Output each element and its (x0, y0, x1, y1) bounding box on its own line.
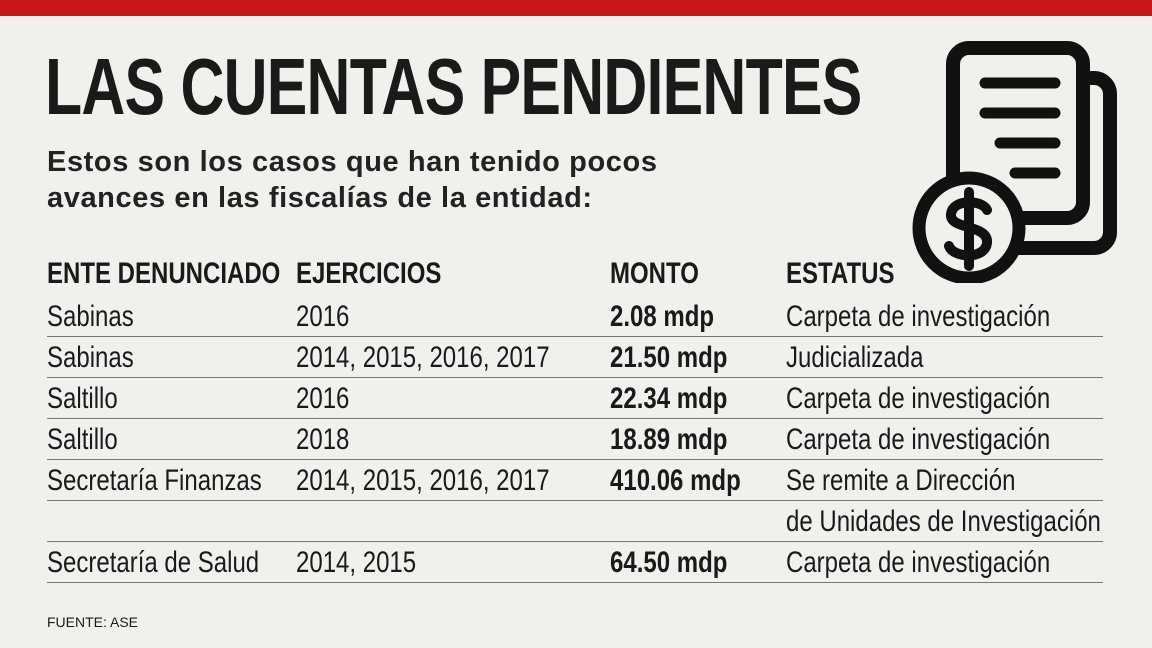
cell: Sabinas (47, 338, 155, 378)
cell-text: Sabinas (47, 300, 134, 333)
amount-cell: 64.50 mdp (610, 543, 757, 583)
subtitle-line: Estos son los casos que han tenido pocos (47, 146, 658, 178)
row-rule (47, 377, 1103, 378)
subtitle-line: avances en las fiscalías de la entidad: (47, 182, 593, 214)
cell-text: Secretaría Finanzas (47, 464, 262, 497)
cell-text: 2016 (296, 300, 350, 333)
cell: Secretaría Finanzas (47, 461, 315, 501)
status-cell: Carpeta de investigación (786, 420, 1116, 460)
status-cell: Judicializada (786, 338, 958, 378)
amount-cell-text: 2.08 mdp (610, 300, 715, 333)
amount-cell: 22.34 mdp (610, 379, 757, 419)
row-rule (47, 459, 1103, 460)
column-header-text: ENTE DENUNCIADO (47, 257, 281, 290)
cell: 2018 (296, 420, 363, 460)
status-cell: Se remite a Dirección (786, 461, 1073, 501)
status-cell-text: Judicializada (786, 341, 924, 374)
cell: 2014, 2015, 2016, 2017 (296, 338, 613, 378)
amount-cell: 21.50 mdp (610, 338, 757, 378)
row-rule (47, 582, 1103, 583)
column-header-text: ESTATUS (786, 257, 895, 290)
column-header: MONTO (610, 254, 721, 294)
cell: 2014, 2015, 2016, 2017 (296, 461, 613, 501)
cell-text: 2014, 2015, 2016, 2017 (296, 464, 550, 497)
cell-text: Saltillo (47, 382, 118, 415)
amount-cell: 410.06 mdp (610, 461, 773, 501)
status-cell: Carpeta de investigación (786, 543, 1116, 583)
cell: Sabinas (47, 297, 155, 337)
status-cell-text: Se remite a Dirección (786, 464, 1016, 497)
amount-cell-text: 21.50 mdp (610, 341, 728, 374)
row-rule (47, 418, 1103, 419)
amount-cell-text: 18.89 mdp (610, 423, 728, 456)
row-rule (47, 541, 1103, 542)
cell: 2016 (296, 379, 363, 419)
cell-text: 2014, 2015 (296, 546, 417, 579)
status-cell-text: Carpeta de investigación (786, 382, 1051, 415)
title-text: LAS CUENTAS PENDIENTES (45, 42, 862, 131)
status-cell-text: de Unidades de Investigación (786, 505, 1101, 538)
column-header: ENTE DENUNCIADO (47, 254, 339, 294)
status-cell: Carpeta de investigación (786, 379, 1116, 419)
status-cell: de Unidades de Investigación (786, 502, 1152, 542)
cell-text: Secretaría de Salud (47, 546, 260, 579)
cell: 2014, 2015 (296, 543, 446, 583)
document-money-icon (912, 41, 1117, 283)
column-header-text: MONTO (610, 257, 699, 290)
column-header: EJERCICIOS (296, 254, 478, 294)
row-rule (47, 500, 1103, 501)
cell-text: Saltillo (47, 423, 118, 456)
status-cell-text: Carpeta de investigación (786, 300, 1051, 333)
cell-text: 2014, 2015, 2016, 2017 (296, 341, 550, 374)
amount-cell: 2.08 mdp (610, 297, 740, 337)
amount-cell-text: 22.34 mdp (610, 382, 728, 415)
cell-text: Sabinas (47, 341, 134, 374)
cell: Saltillo (47, 420, 135, 460)
column-header-text: EJERCICIOS (296, 257, 442, 290)
cell-text: 2016 (296, 382, 350, 415)
amount-cell-text: 64.50 mdp (610, 546, 728, 579)
cell: Saltillo (47, 379, 135, 419)
cell-text: 2018 (296, 423, 350, 456)
title: LAS CUENTAS PENDIENTES (45, 42, 1119, 132)
top-bar (0, 0, 1152, 16)
row-rule (47, 336, 1103, 337)
status-cell-text: Carpeta de investigación (786, 423, 1051, 456)
column-header: ESTATUS (786, 254, 922, 294)
cell: 2016 (296, 297, 363, 337)
amount-cell: 18.89 mdp (610, 420, 757, 460)
cell: Secretaría de Salud (47, 543, 312, 583)
amount-cell-text: 410.06 mdp (610, 464, 741, 497)
status-cell: Carpeta de investigación (786, 297, 1116, 337)
status-cell-text: Carpeta de investigación (786, 546, 1051, 579)
source: FUENTE: ASE (47, 614, 139, 630)
